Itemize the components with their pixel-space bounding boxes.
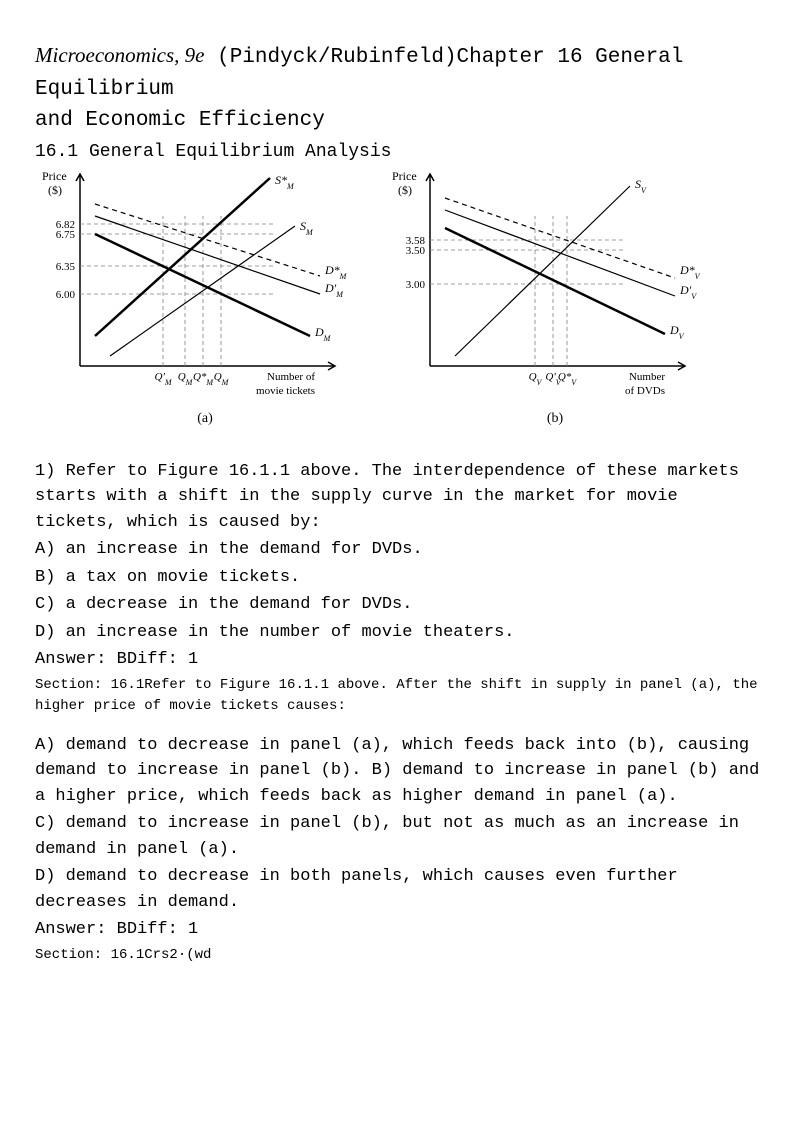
svg-text:D*V: D*V bbox=[679, 263, 701, 281]
svg-text:Q'M: Q'M bbox=[155, 371, 173, 387]
q2-answer: Answer: BDiff: 1 bbox=[35, 917, 765, 943]
svg-text:D*M: D*M bbox=[324, 263, 348, 281]
svg-text:QM: QM bbox=[178, 371, 194, 387]
q1-stem: 1) Refer to Figure 16.1.1 above. The int… bbox=[35, 459, 765, 536]
svg-text:6.35: 6.35 bbox=[56, 261, 76, 273]
svg-text:QM: QM bbox=[214, 371, 230, 387]
q1-option-a: A) an increase in the demand for DVDs. bbox=[35, 537, 765, 563]
q1-answer: Answer: BDiff: 1 bbox=[35, 647, 765, 673]
svg-text:D'M: D'M bbox=[324, 281, 344, 299]
svg-text:Price: Price bbox=[42, 169, 67, 183]
section-heading: 16.1 General Equilibrium Analysis bbox=[35, 139, 765, 166]
q1-option-d: D) an increase in the number of movie th… bbox=[35, 620, 765, 646]
svg-text:Number: Number bbox=[629, 371, 665, 383]
q2-option-c: C) demand to increase in panel (b), but … bbox=[35, 811, 765, 862]
svg-text:DM: DM bbox=[314, 325, 332, 343]
svg-text:3.00: 3.00 bbox=[406, 279, 426, 291]
doc-header: Microeconomics, 9e (Pindyck/Rubinfeld)Ch… bbox=[35, 40, 765, 166]
question-block-1: 1) Refer to Figure 16.1.1 above. The int… bbox=[35, 459, 765, 717]
svg-text:DV: DV bbox=[669, 323, 685, 341]
svg-text:SV: SV bbox=[635, 177, 647, 195]
svg-text:Number of: Number of bbox=[267, 371, 315, 383]
q1-option-b: B) a tax on movie tickets. bbox=[35, 565, 765, 591]
svg-text:3.50: 3.50 bbox=[406, 245, 426, 257]
q1-section-note: Section: 16.1Refer to Figure 16.1.1 abov… bbox=[35, 675, 765, 717]
chart-a: Price($)6.826.756.356.00Q'MQMQ*MQMNumber… bbox=[35, 166, 375, 406]
svg-text:($): ($) bbox=[398, 183, 412, 197]
figure-row: Price($)6.826.756.356.00Q'MQMQ*MQMNumber… bbox=[35, 166, 765, 429]
svg-text:S*M: S*M bbox=[275, 173, 295, 191]
svg-text:Q*M: Q*M bbox=[193, 371, 214, 387]
svg-text:D'V: D'V bbox=[679, 283, 697, 301]
svg-text:6.00: 6.00 bbox=[56, 289, 76, 301]
panel-a-label: (a) bbox=[35, 408, 375, 429]
svg-text:($): ($) bbox=[48, 183, 62, 197]
svg-text:6.75: 6.75 bbox=[56, 229, 76, 241]
svg-text:Price: Price bbox=[392, 169, 417, 183]
question-block-2: A) demand to decrease in panel (a), whic… bbox=[35, 733, 765, 966]
q2-option-d: D) demand to decrease in both panels, wh… bbox=[35, 864, 765, 915]
svg-text:QV: QV bbox=[529, 371, 543, 387]
panel-b-label: (b) bbox=[385, 408, 725, 429]
q1-option-c: C) a decrease in the demand for DVDs. bbox=[35, 592, 765, 618]
chapter-subtitle: and Economic Efficiency bbox=[35, 105, 765, 137]
chart-b: Price($)3.583.503.00QVQ'VQ*VNumberof DVD… bbox=[385, 166, 725, 406]
svg-text:SM: SM bbox=[300, 219, 314, 237]
figure-panel-a: Price($)6.826.756.356.00Q'MQMQ*MQMNumber… bbox=[35, 166, 375, 429]
svg-text:of DVDs: of DVDs bbox=[625, 385, 665, 397]
book-title: Microeconomics, 9e bbox=[35, 43, 205, 67]
figure-panel-b: Price($)3.583.503.00QVQ'VQ*VNumberof DVD… bbox=[385, 166, 725, 429]
q2-option-ab: A) demand to decrease in panel (a), whic… bbox=[35, 733, 765, 810]
svg-text:movie tickets: movie tickets bbox=[256, 385, 315, 397]
svg-text:Q*V: Q*V bbox=[558, 371, 577, 387]
q2-section-note: Section: 16.1Crs2·(wd bbox=[35, 945, 765, 966]
